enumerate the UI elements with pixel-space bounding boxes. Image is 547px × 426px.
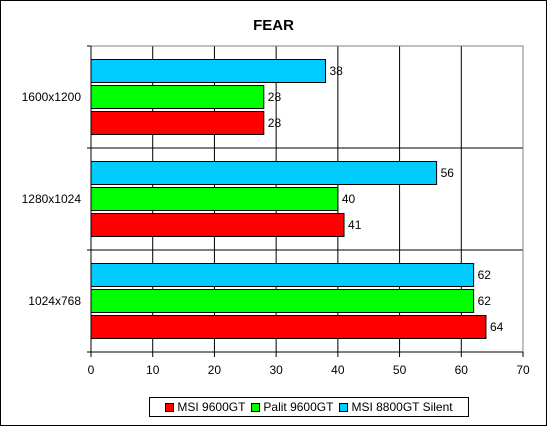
data-label: 38 [330,64,344,78]
bar [90,263,475,287]
x-tick-label: 40 [331,363,345,377]
bar-chart: 1600x1200 38 28 28 1280x1024 56 40 41 1024x768 62… [22,45,530,377]
bar [90,187,339,211]
data-label: 40 [342,192,356,206]
data-label: 41 [348,218,362,232]
x-tick-label: 20 [208,363,222,377]
legend-label: MSI 9600GT [177,400,246,414]
legend-item: MSI 9600GT [165,400,245,414]
bar [90,213,345,237]
category-label: 1280x1024 [22,192,82,206]
data-label: 62 [478,268,492,282]
legend-label: Palit 9600GT [263,400,334,414]
data-label: 56 [441,166,455,180]
bar [90,161,438,185]
legend: MSI 9600GT Palit 9600GT MSI 8800GT Silent [149,397,469,417]
bar [90,111,265,135]
legend-swatch [251,402,261,412]
data-label: 28 [268,90,282,104]
legend-item: Palit 9600GT [251,400,333,414]
legend-label: MSI 8800GT Silent [351,400,453,414]
category-label: 1024x768 [28,294,81,308]
data-label: 64 [490,320,504,334]
bar [90,289,475,313]
legend-item: MSI 8800GT Silent [339,400,453,414]
legend-swatch [165,402,175,412]
chart-title: FEAR [253,17,294,34]
bar [90,59,327,83]
legend-swatch [339,402,349,412]
data-label: 62 [478,294,492,308]
x-tick-label: 50 [393,363,407,377]
category-label: 1600x1200 [22,90,82,104]
x-tick-label: 0 [88,363,95,377]
x-tick-label: 30 [269,363,283,377]
x-tick-label: 60 [455,363,469,377]
bar [90,315,487,339]
x-tick-label: 70 [516,363,530,377]
data-label: 28 [268,116,282,130]
bar [90,85,265,109]
x-tick-label: 10 [146,363,160,377]
